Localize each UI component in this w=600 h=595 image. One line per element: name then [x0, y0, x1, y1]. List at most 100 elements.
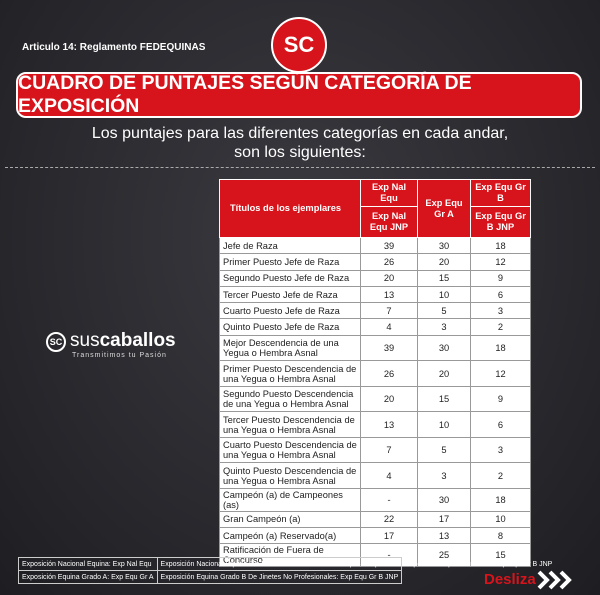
- score-cell: 30: [417, 236, 471, 255]
- score-cell: 4: [360, 318, 418, 336]
- header-cell: Exp Nal Equ JNP: [360, 206, 418, 238]
- title-cell: Campeón (a) de Campeones (as): [219, 487, 361, 512]
- score-cell: 13: [417, 527, 471, 545]
- brand-logo: SC: [46, 332, 66, 352]
- score-cell: 39: [360, 236, 418, 255]
- brand-prefix: sus: [70, 330, 100, 351]
- table-row: Gran Campeón (a) 22 17 10: [219, 510, 531, 529]
- score-cell: 10: [470, 510, 531, 529]
- title-cell: Gran Campeón (a): [219, 510, 361, 529]
- brand-main: caballos: [99, 330, 176, 351]
- table-row: Campeón (a) Reservado(a) 17 13 8: [219, 527, 531, 545]
- table-body: Jefe de Raza 39 30 18 Primer Puesto Jefe de …: [219, 236, 531, 568]
- score-cell: -: [360, 487, 418, 512]
- title: CUADRO DE PUNTAJES SEGÚN CATEGORÍA DE EX…: [18, 72, 472, 117]
- header-cell: Títulos de los ejemplares: [219, 179, 361, 238]
- title-cell: Campeón (a) Reservado(a): [219, 527, 361, 545]
- legend-cell: Exposición Nacional Equina De Jinetes No…: [156, 557, 403, 571]
- score-table: Títulos de los ejemplares Exp Nal Equ Ex…: [219, 179, 531, 568]
- table-row: Segundo Puesto Jefe de Raza 20 15 9: [219, 269, 531, 287]
- score-cell: 13: [360, 411, 418, 438]
- title-cell: Quinto Puesto Jefe de Raza: [219, 318, 361, 336]
- brand-tagline: Transmitimos tu Pasión: [72, 352, 167, 359]
- score-cell: 3: [417, 462, 471, 489]
- subtitle: Los puntajes para las diferentes categor…: [0, 124, 600, 162]
- score-cell: 5: [417, 302, 471, 320]
- table-row: Segundo Puesto Descendencia de una Yegua…: [219, 385, 531, 413]
- title-cell: Segundo Puesto Descendencia de una Yegua…: [219, 385, 361, 413]
- score-cell: 6: [470, 411, 531, 438]
- score-cell: 20: [360, 385, 418, 413]
- score-cell: 3: [470, 436, 531, 464]
- score-cell: 18: [470, 334, 531, 362]
- score-cell: 3: [470, 302, 531, 320]
- subtitle-line: Los puntajes para las diferentes categor…: [91, 125, 509, 142]
- score-cell: 30: [417, 487, 471, 512]
- score-cell: 9: [470, 385, 531, 413]
- score-cell: 18: [470, 487, 531, 512]
- score-cell: 30: [417, 334, 471, 362]
- legend-body: Exposición Nacional Equina: Exp Nal Equ E…: [18, 557, 556, 584]
- legend-row: Exposición Nacional Equina: Exp Nal Equ E…: [18, 557, 556, 571]
- score-cell: 3: [417, 318, 471, 336]
- score-cell: 10: [417, 411, 471, 438]
- title-cell: Tercer Puesto Jefe de Raza: [219, 285, 361, 304]
- legend-cell: Exposición Equina Grado A: Exp Equ Gr B …: [405, 560, 553, 568]
- divider: [5, 167, 595, 168]
- score-cell: 12: [470, 360, 531, 387]
- header-cell: Exp Equ Gr A: [417, 179, 471, 238]
- article-label: Articulo 14: Reglamento FEDEQUINAS: [22, 42, 206, 53]
- header-cell: Exp Equ Gr B JNP: [470, 206, 531, 238]
- score-cell: 22: [360, 510, 418, 529]
- score-cell: 12: [470, 253, 531, 271]
- legend-cell: Exposición Equina Grado B De Jinetes No …: [156, 570, 403, 584]
- cta[interactable]: Desliza: [484, 571, 536, 588]
- table-row: Tercer Puesto Descendencia de una Yegua …: [219, 411, 531, 438]
- title-cell: Segundo Puesto Jefe de Raza: [219, 269, 361, 287]
- title-cell: Cuarto Puesto Jefe de Raza: [219, 302, 361, 320]
- title-cell: Quinto Puesto Descendencia de una Yegua …: [219, 462, 361, 489]
- score-cell: 7: [360, 436, 418, 464]
- header-cell: Exp Equ Gr B: [470, 179, 531, 207]
- score-cell: 6: [470, 285, 531, 304]
- score-cell: 18: [470, 236, 531, 255]
- cta-arrows[interactable]: [536, 568, 576, 592]
- table-row: Cuarto Puesto Descendencia de una Yegua …: [219, 436, 531, 464]
- score-cell: 2: [470, 462, 531, 489]
- title-cell: Tercer Puesto Descendencia de una Yegua …: [219, 411, 361, 438]
- score-cell: 8: [470, 527, 531, 545]
- logo: SC: [271, 17, 327, 73]
- score-cell: 20: [417, 360, 471, 387]
- title-cell: Jefe de Raza: [219, 236, 361, 255]
- score-cell: 39: [360, 334, 418, 362]
- score-cell: 13: [360, 285, 418, 304]
- title-cell: Primer Puesto Jefe de Raza: [219, 253, 361, 271]
- table-row: Jefe de Raza 39 30 18: [219, 236, 531, 255]
- title-cell: Primer Puesto Descendencia de una Yegua …: [219, 360, 361, 387]
- score-cell: 25: [417, 543, 471, 568]
- table-row: Cuarto Puesto Jefe de Raza 7 5 3: [219, 302, 531, 320]
- table-row: Quinto Puesto Descendencia de una Yegua …: [219, 462, 531, 489]
- score-cell: 17: [360, 527, 418, 545]
- score-cell: 17: [417, 510, 471, 529]
- table-row: Quinto Puesto Jefe de Raza 4 3 2: [219, 318, 531, 336]
- score-cell: 2: [470, 318, 531, 336]
- score-cell: 7: [360, 302, 418, 320]
- title-cell: Cuarto Puesto Descendencia de una Yegua …: [219, 436, 361, 464]
- header-cell: Exp Nal Equ: [360, 179, 418, 207]
- subtitle-line: son los siguientes:: [234, 144, 366, 161]
- table-row: Mejor Descendencia de una Yegua o Hembra…: [219, 334, 531, 362]
- score-cell: 15: [470, 543, 531, 568]
- legend: Exposición Nacional Equina: Exp Nal Equ E…: [18, 557, 556, 584]
- score-cell: 26: [360, 360, 418, 387]
- score-cell: 15: [417, 269, 471, 287]
- table-row: Tercer Puesto Jefe de Raza 13 10 6: [219, 285, 531, 304]
- brand-name: suscaballos: [70, 330, 176, 352]
- table-row: Primer Puesto Descendencia de una Yegua …: [219, 360, 531, 387]
- arrow-icon: [537, 570, 572, 590]
- legend-cell: Exposición Nacional Equina: Exp Nal Equ: [18, 557, 158, 571]
- title-cell: Mejor Descendencia de una Yegua o Hembra…: [219, 334, 361, 362]
- table-row: Campeón (a) de Campeones (as) -30 18: [219, 487, 531, 512]
